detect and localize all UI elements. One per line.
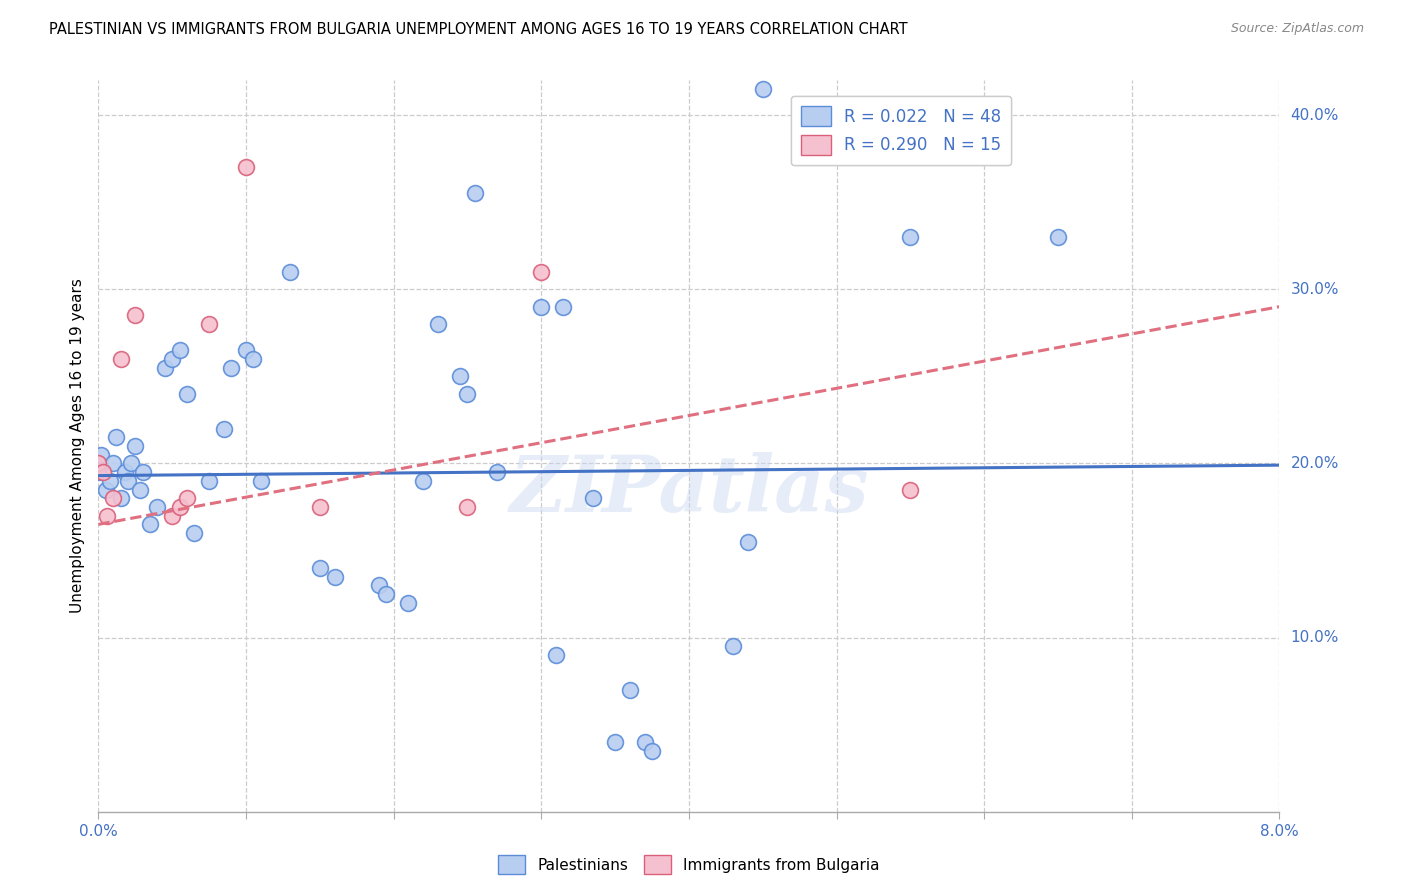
Point: [486, 465, 509, 479]
Text: 30.0%: 30.0%: [1291, 282, 1339, 297]
Point: [412, 474, 434, 488]
Point: [1046, 230, 1069, 244]
Point: [139, 517, 162, 532]
Point: [91, 465, 114, 479]
Point: [212, 421, 235, 435]
Point: [98, 474, 121, 488]
Point: [308, 561, 332, 575]
Point: [105, 430, 128, 444]
Text: Source: ZipAtlas.com: Source: ZipAtlas.com: [1230, 22, 1364, 36]
Point: [176, 386, 198, 401]
Point: [544, 648, 567, 662]
Point: [169, 343, 191, 358]
Point: [96, 508, 118, 523]
Point: [641, 744, 664, 758]
Point: [250, 474, 273, 488]
Point: [235, 343, 257, 358]
Point: [110, 491, 132, 506]
Point: [117, 474, 139, 488]
Point: [90, 448, 112, 462]
Point: [367, 578, 389, 592]
Point: [128, 483, 150, 497]
Point: [898, 483, 921, 497]
Point: [751, 82, 773, 96]
Point: [396, 596, 419, 610]
Point: [219, 360, 242, 375]
Point: [323, 569, 346, 583]
Point: [278, 265, 301, 279]
Point: [169, 500, 191, 514]
Point: [132, 465, 155, 479]
Point: [110, 351, 132, 366]
Point: [582, 491, 605, 506]
Point: [153, 360, 176, 375]
Point: [146, 500, 169, 514]
Point: [530, 265, 553, 279]
Point: [553, 300, 575, 314]
Text: 10.0%: 10.0%: [1291, 630, 1339, 645]
Legend: R = 0.022   N = 48, R = 0.290   N = 15: R = 0.022 N = 48, R = 0.290 N = 15: [790, 96, 1011, 165]
Point: [87, 457, 110, 471]
Point: [198, 317, 221, 331]
Point: [375, 587, 398, 601]
Point: [530, 300, 553, 314]
Text: 40.0%: 40.0%: [1291, 108, 1339, 122]
Text: ZIPatlas: ZIPatlas: [509, 451, 869, 528]
Point: [103, 491, 125, 506]
Point: [633, 735, 655, 749]
Point: [114, 465, 136, 479]
Point: [605, 735, 627, 749]
Legend: Palestinians, Immigrants from Bulgaria: Palestinians, Immigrants from Bulgaria: [492, 849, 886, 880]
Point: [124, 309, 146, 323]
Point: [464, 186, 486, 201]
Y-axis label: Unemployment Among Ages 16 to 19 years: Unemployment Among Ages 16 to 19 years: [70, 278, 86, 614]
Point: [242, 351, 264, 366]
Point: [449, 369, 471, 384]
Point: [737, 534, 759, 549]
Point: [198, 474, 221, 488]
Point: [162, 508, 183, 523]
Point: [87, 465, 110, 479]
Point: [176, 491, 198, 506]
Point: [456, 386, 478, 401]
Point: [183, 526, 205, 541]
Point: [308, 500, 332, 514]
Point: [120, 457, 142, 471]
Point: [426, 317, 449, 331]
Point: [456, 500, 478, 514]
Point: [235, 161, 257, 175]
Point: [162, 351, 183, 366]
Text: PALESTINIAN VS IMMIGRANTS FROM BULGARIA UNEMPLOYMENT AMONG AGES 16 TO 19 YEARS C: PALESTINIAN VS IMMIGRANTS FROM BULGARIA …: [49, 22, 908, 37]
Text: 20.0%: 20.0%: [1291, 456, 1339, 471]
Point: [124, 439, 146, 453]
Point: [721, 640, 744, 654]
Point: [898, 230, 921, 244]
Point: [619, 682, 641, 697]
Point: [94, 483, 117, 497]
Point: [103, 457, 125, 471]
